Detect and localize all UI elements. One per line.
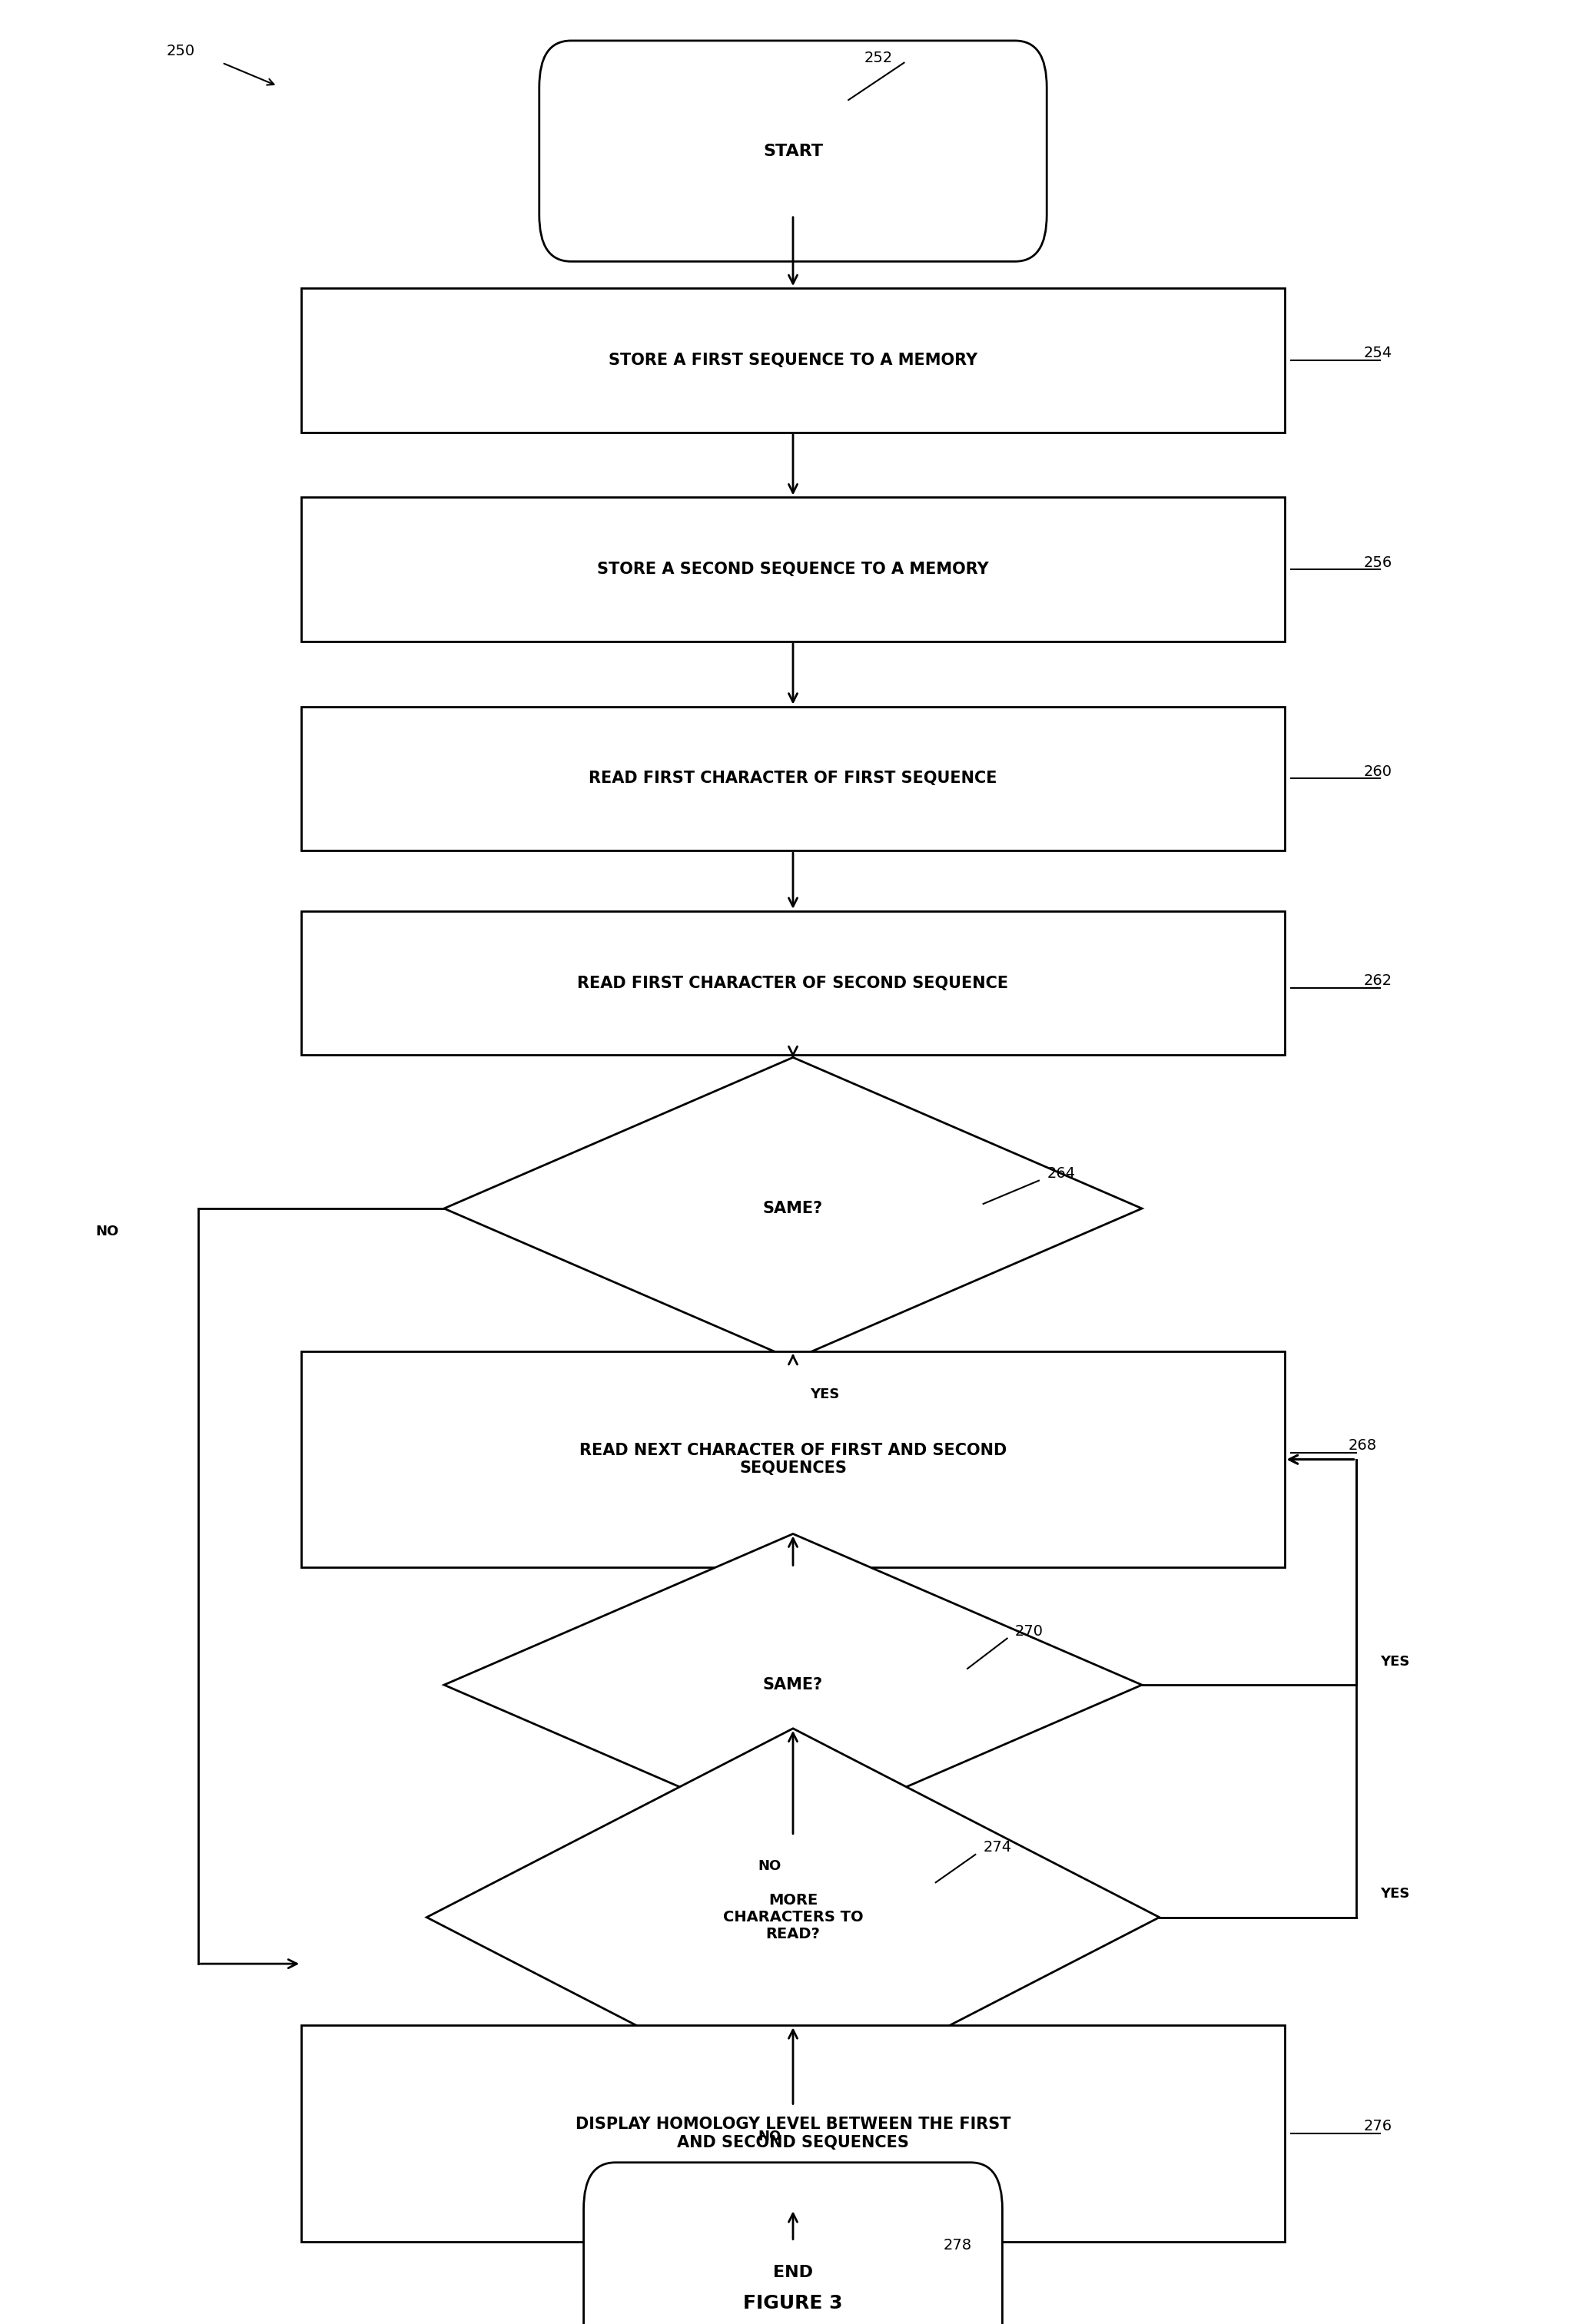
Text: NO: NO [95, 1225, 119, 1239]
Text: END: END [772, 2266, 814, 2280]
Text: YES: YES [1380, 1655, 1410, 1669]
Text: SAME?: SAME? [763, 1202, 823, 1215]
Text: READ FIRST CHARACTER OF FIRST SEQUENCE: READ FIRST CHARACTER OF FIRST SEQUENCE [588, 772, 998, 786]
Bar [301, 288, 1285, 432]
Text: 278: 278 [944, 2238, 972, 2252]
Polygon shape [427, 1729, 1159, 2106]
Text: YES: YES [1380, 1887, 1410, 1901]
Text: 264: 264 [1047, 1167, 1075, 1181]
Text: FIGURE 3: FIGURE 3 [744, 2294, 842, 2312]
Bar [301, 911, 1285, 1055]
Text: STORE A FIRST SEQUENCE TO A MEMORY: STORE A FIRST SEQUENCE TO A MEMORY [609, 353, 977, 367]
Bar [301, 706, 1285, 851]
Text: 268: 268 [1348, 1439, 1377, 1452]
Text: NO: NO [758, 1859, 780, 1873]
Bar [301, 497, 1285, 641]
Bar [301, 2027, 1285, 2240]
Text: 252: 252 [864, 51, 893, 65]
Text: MORE
CHARACTERS TO
READ?: MORE CHARACTERS TO READ? [723, 1894, 863, 1941]
Text: 270: 270 [1015, 1624, 1044, 1638]
Text: DISPLAY HOMOLOGY LEVEL BETWEEN THE FIRST
AND SECOND SEQUENCES: DISPLAY HOMOLOGY LEVEL BETWEEN THE FIRST… [576, 2117, 1010, 2150]
Text: READ NEXT CHARACTER OF FIRST AND SECOND
SEQUENCES: READ NEXT CHARACTER OF FIRST AND SECOND … [579, 1443, 1007, 1476]
Text: YES: YES [810, 1387, 839, 1401]
Text: SAME?: SAME? [763, 1678, 823, 1692]
Text: START: START [763, 144, 823, 158]
Text: STORE A SECOND SEQUENCE TO A MEMORY: STORE A SECOND SEQUENCE TO A MEMORY [598, 562, 988, 576]
Text: 250: 250 [167, 44, 195, 58]
Text: 256: 256 [1364, 555, 1393, 569]
Polygon shape [444, 1534, 1142, 1836]
Polygon shape [444, 1057, 1142, 1360]
FancyBboxPatch shape [539, 42, 1047, 260]
Text: 276: 276 [1364, 2119, 1393, 2133]
Text: NO: NO [758, 2129, 780, 2143]
Bar [301, 1353, 1285, 1566]
FancyBboxPatch shape [584, 2161, 1002, 2324]
Text: 262: 262 [1364, 974, 1393, 988]
Text: 274: 274 [983, 1841, 1012, 1855]
Text: READ FIRST CHARACTER OF SECOND SEQUENCE: READ FIRST CHARACTER OF SECOND SEQUENCE [577, 976, 1009, 990]
Text: 254: 254 [1364, 346, 1393, 360]
Text: 260: 260 [1364, 765, 1393, 779]
